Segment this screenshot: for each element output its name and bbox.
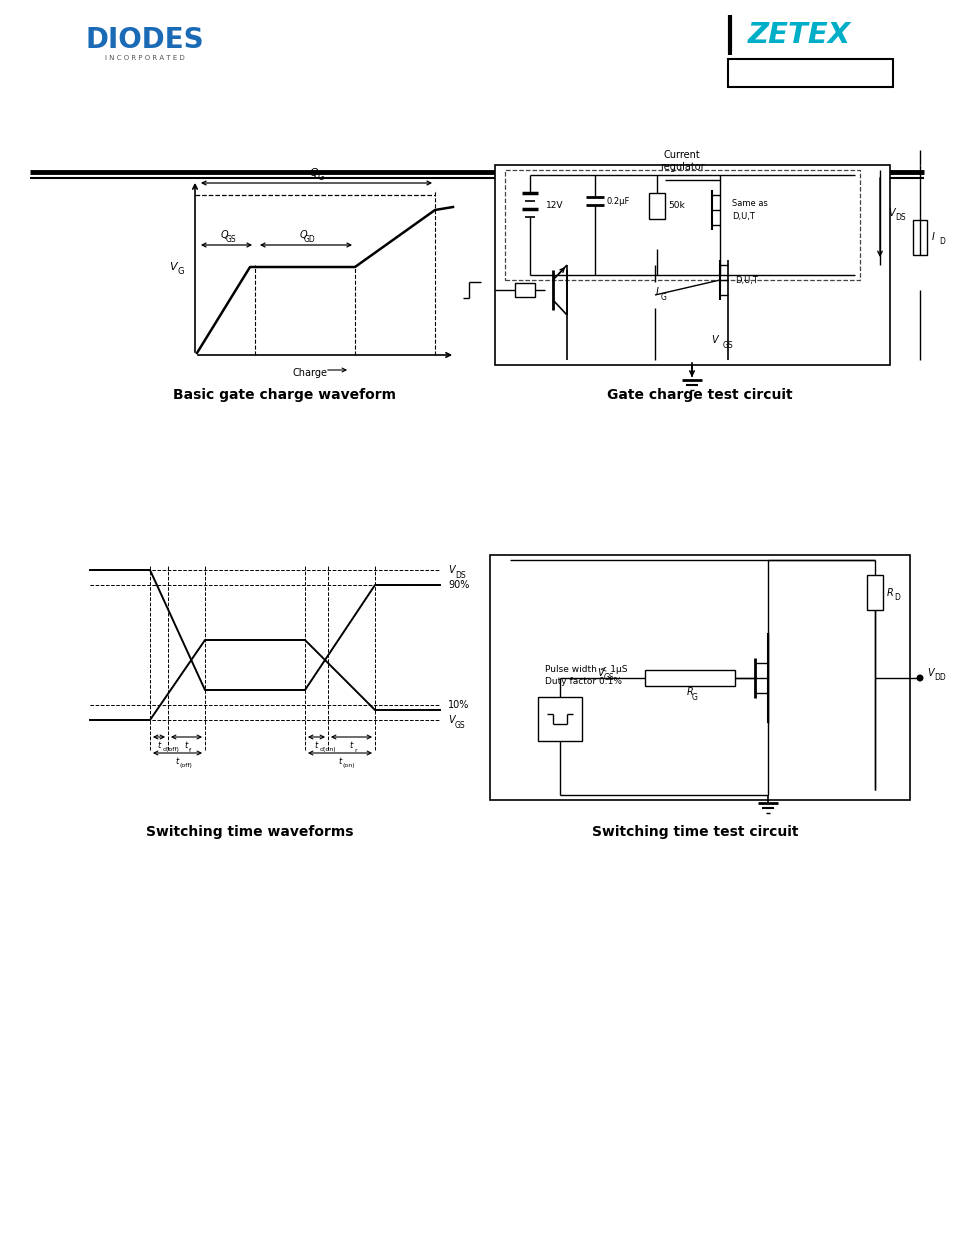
Text: V: V bbox=[169, 262, 176, 272]
Bar bbox=[495, 165, 889, 366]
Text: GS: GS bbox=[603, 673, 614, 683]
Circle shape bbox=[916, 674, 923, 682]
Text: V: V bbox=[597, 668, 603, 678]
Text: (on): (on) bbox=[343, 763, 355, 768]
Text: 90%: 90% bbox=[448, 580, 469, 590]
Text: Same as: Same as bbox=[731, 199, 767, 207]
Text: 50k: 50k bbox=[667, 201, 684, 210]
Text: DS: DS bbox=[894, 214, 904, 222]
Text: V: V bbox=[448, 564, 455, 576]
Text: Gate charge test circuit: Gate charge test circuit bbox=[606, 388, 792, 403]
Bar bbox=[537, 697, 581, 741]
Text: G: G bbox=[177, 268, 184, 277]
Text: V: V bbox=[448, 715, 455, 725]
Circle shape bbox=[586, 674, 593, 682]
Text: Duty factor 0.1%: Duty factor 0.1% bbox=[544, 678, 621, 687]
Text: regulator: regulator bbox=[659, 162, 703, 172]
Text: I: I bbox=[655, 287, 658, 296]
Text: Switching time waveforms: Switching time waveforms bbox=[146, 825, 354, 839]
Text: Charge: Charge bbox=[293, 368, 327, 378]
Text: DIODES: DIODES bbox=[86, 26, 204, 54]
Text: R: R bbox=[886, 588, 893, 598]
Text: GS: GS bbox=[455, 720, 465, 730]
Text: t: t bbox=[184, 741, 188, 751]
Text: t: t bbox=[314, 741, 317, 751]
Bar bbox=[912, 220, 926, 254]
Text: Switching time test circuit: Switching time test circuit bbox=[591, 825, 798, 839]
Text: D: D bbox=[893, 594, 899, 603]
Text: V: V bbox=[926, 668, 933, 678]
Text: t: t bbox=[157, 741, 160, 751]
Text: ZETEX: ZETEX bbox=[747, 21, 850, 49]
Text: Q: Q bbox=[299, 230, 307, 240]
Text: GS: GS bbox=[722, 341, 733, 350]
Text: GD: GD bbox=[304, 235, 315, 243]
Text: D: D bbox=[938, 237, 943, 247]
Text: Basic gate charge waveform: Basic gate charge waveform bbox=[173, 388, 396, 403]
Text: d(off): d(off) bbox=[163, 747, 180, 752]
Bar bbox=[515, 283, 535, 296]
Text: Current: Current bbox=[663, 149, 700, 161]
Text: D,U,T: D,U,T bbox=[734, 275, 757, 284]
Bar bbox=[727, 59, 892, 86]
Text: t: t bbox=[349, 741, 353, 751]
Text: (off): (off) bbox=[180, 763, 193, 768]
Text: V: V bbox=[887, 207, 894, 219]
Text: r: r bbox=[354, 747, 356, 752]
Text: 12V: 12V bbox=[545, 200, 563, 210]
Text: D,U,T: D,U,T bbox=[731, 212, 754, 221]
Text: Pulse width < 1μS: Pulse width < 1μS bbox=[544, 666, 627, 674]
Text: R: R bbox=[686, 687, 693, 697]
Text: Q: Q bbox=[310, 168, 318, 178]
Bar bbox=[648, 193, 664, 219]
Text: d(on): d(on) bbox=[319, 747, 336, 752]
Text: GS: GS bbox=[226, 235, 236, 243]
Text: t: t bbox=[175, 757, 178, 767]
Text: I N C O R P O R A T E D: I N C O R P O R A T E D bbox=[105, 56, 185, 61]
Text: G: G bbox=[691, 693, 698, 701]
Text: G: G bbox=[660, 293, 666, 301]
Text: G: G bbox=[317, 173, 324, 182]
Text: V: V bbox=[711, 335, 718, 345]
Text: 10%: 10% bbox=[448, 700, 469, 710]
Text: DS: DS bbox=[455, 571, 465, 579]
Text: 0.2μF: 0.2μF bbox=[606, 196, 630, 205]
Text: Q: Q bbox=[220, 230, 228, 240]
Bar bbox=[504, 170, 859, 280]
Bar bbox=[490, 555, 909, 800]
Text: t: t bbox=[338, 757, 341, 767]
Text: DD: DD bbox=[933, 673, 944, 683]
Text: f: f bbox=[189, 747, 191, 752]
Bar bbox=[866, 576, 882, 610]
Text: I: I bbox=[931, 232, 934, 242]
Bar bbox=[644, 671, 734, 685]
